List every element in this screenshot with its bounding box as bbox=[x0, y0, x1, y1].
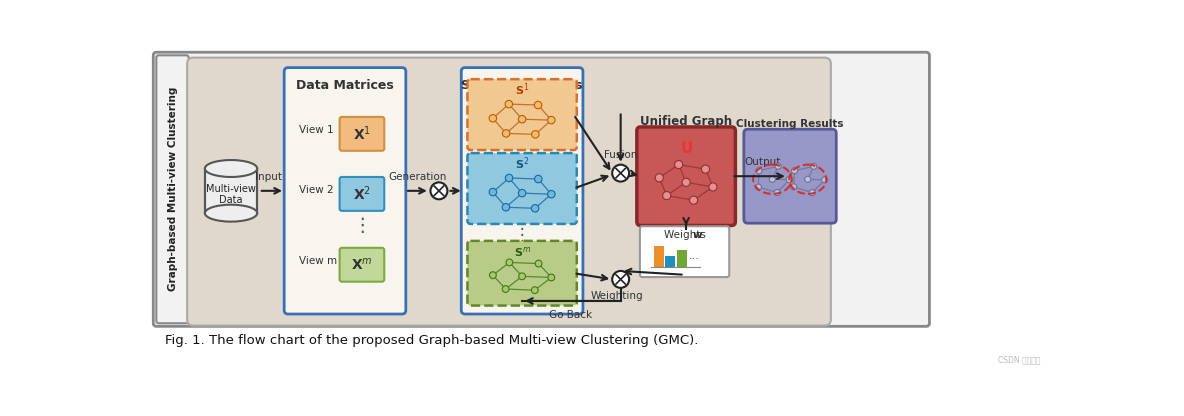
FancyBboxPatch shape bbox=[468, 241, 577, 306]
Circle shape bbox=[534, 102, 542, 109]
FancyBboxPatch shape bbox=[637, 127, 735, 225]
Text: ...: ... bbox=[689, 250, 700, 260]
Circle shape bbox=[774, 190, 780, 196]
Circle shape bbox=[791, 168, 798, 173]
Circle shape bbox=[519, 116, 526, 123]
Circle shape bbox=[663, 191, 671, 200]
Circle shape bbox=[489, 114, 496, 122]
Text: Similarity Graphs: Similarity Graphs bbox=[462, 79, 583, 92]
Circle shape bbox=[489, 188, 496, 196]
Circle shape bbox=[548, 274, 554, 281]
Text: View 2: View 2 bbox=[298, 185, 334, 195]
Circle shape bbox=[547, 191, 555, 198]
Text: View 1: View 1 bbox=[298, 125, 334, 135]
Bar bbox=[677, 250, 687, 267]
Text: Graph-based Multi-view Clustering: Graph-based Multi-view Clustering bbox=[167, 87, 178, 292]
Text: Fig. 1. The flow chart of the proposed Graph-based Multi-view Clustering (GMC).: Fig. 1. The flow chart of the proposed G… bbox=[165, 334, 699, 347]
Ellipse shape bbox=[205, 205, 257, 222]
Text: Multi-view
Data: Multi-view Data bbox=[206, 184, 256, 206]
Circle shape bbox=[612, 165, 629, 182]
Circle shape bbox=[506, 259, 513, 266]
FancyBboxPatch shape bbox=[156, 55, 188, 323]
Circle shape bbox=[786, 177, 792, 183]
FancyBboxPatch shape bbox=[340, 177, 385, 211]
Text: Generation: Generation bbox=[388, 172, 446, 182]
Text: Go Back: Go Back bbox=[549, 310, 592, 320]
Text: $\mathbf{X}^2$: $\mathbf{X}^2$ bbox=[353, 185, 371, 203]
Circle shape bbox=[791, 184, 797, 190]
Text: $\mathbf{X}^1$: $\mathbf{X}^1$ bbox=[353, 124, 371, 143]
Text: Output: Output bbox=[745, 157, 780, 167]
Circle shape bbox=[532, 205, 539, 212]
Text: Clustering Results: Clustering Results bbox=[736, 119, 844, 129]
Text: CSDN 哈喽哈喽: CSDN 哈喽哈喽 bbox=[998, 355, 1041, 364]
Circle shape bbox=[811, 163, 817, 169]
FancyBboxPatch shape bbox=[187, 58, 831, 326]
Circle shape bbox=[770, 176, 776, 182]
Circle shape bbox=[502, 203, 509, 211]
Circle shape bbox=[822, 177, 828, 183]
FancyBboxPatch shape bbox=[468, 79, 577, 150]
Text: Fusion: Fusion bbox=[604, 150, 637, 160]
Circle shape bbox=[489, 272, 496, 279]
Text: w: w bbox=[693, 230, 702, 240]
Circle shape bbox=[519, 273, 526, 280]
Text: $\mathbf{S}^m$: $\mathbf{S}^m$ bbox=[514, 245, 530, 259]
Text: $\mathbf{U}$: $\mathbf{U}$ bbox=[680, 140, 693, 156]
Circle shape bbox=[519, 189, 526, 197]
Circle shape bbox=[701, 165, 709, 173]
Circle shape bbox=[502, 286, 509, 292]
Bar bbox=[205, 168, 257, 213]
Text: ⋮: ⋮ bbox=[514, 226, 530, 244]
FancyBboxPatch shape bbox=[468, 153, 577, 224]
Circle shape bbox=[709, 183, 718, 191]
Ellipse shape bbox=[205, 160, 257, 177]
Text: $\mathbf{X}^m$: $\mathbf{X}^m$ bbox=[352, 257, 373, 273]
Circle shape bbox=[532, 131, 539, 138]
FancyBboxPatch shape bbox=[639, 226, 729, 277]
FancyBboxPatch shape bbox=[462, 68, 583, 314]
Bar bbox=[665, 256, 675, 267]
Circle shape bbox=[755, 168, 762, 174]
Circle shape bbox=[506, 100, 513, 108]
FancyBboxPatch shape bbox=[284, 68, 406, 314]
Text: View m: View m bbox=[298, 256, 337, 266]
Circle shape bbox=[755, 184, 761, 190]
Circle shape bbox=[805, 176, 811, 182]
Text: $\mathbf{S}^2$: $\mathbf{S}^2$ bbox=[515, 156, 529, 172]
Circle shape bbox=[547, 116, 555, 124]
Text: $\mathbf{S}^1$: $\mathbf{S}^1$ bbox=[515, 82, 529, 98]
Text: Weights: Weights bbox=[664, 230, 709, 240]
Circle shape bbox=[655, 174, 663, 182]
FancyBboxPatch shape bbox=[744, 129, 836, 223]
Circle shape bbox=[506, 174, 513, 182]
Text: Weighting: Weighting bbox=[591, 291, 643, 301]
Text: ⋮: ⋮ bbox=[352, 216, 372, 235]
FancyBboxPatch shape bbox=[153, 52, 929, 326]
Circle shape bbox=[532, 287, 539, 294]
Text: Input: Input bbox=[255, 172, 282, 182]
Circle shape bbox=[431, 182, 448, 199]
Circle shape bbox=[675, 161, 683, 168]
Circle shape bbox=[502, 130, 510, 137]
Bar bbox=[654, 246, 664, 267]
FancyBboxPatch shape bbox=[340, 117, 385, 151]
Circle shape bbox=[534, 175, 542, 183]
Circle shape bbox=[776, 163, 781, 169]
Circle shape bbox=[689, 196, 697, 204]
Text: Data Matrices: Data Matrices bbox=[296, 79, 394, 92]
Text: Unified Graph: Unified Graph bbox=[641, 115, 732, 128]
FancyBboxPatch shape bbox=[340, 248, 385, 282]
Circle shape bbox=[682, 178, 690, 186]
Circle shape bbox=[535, 260, 542, 267]
Circle shape bbox=[809, 190, 816, 196]
Circle shape bbox=[612, 271, 629, 288]
